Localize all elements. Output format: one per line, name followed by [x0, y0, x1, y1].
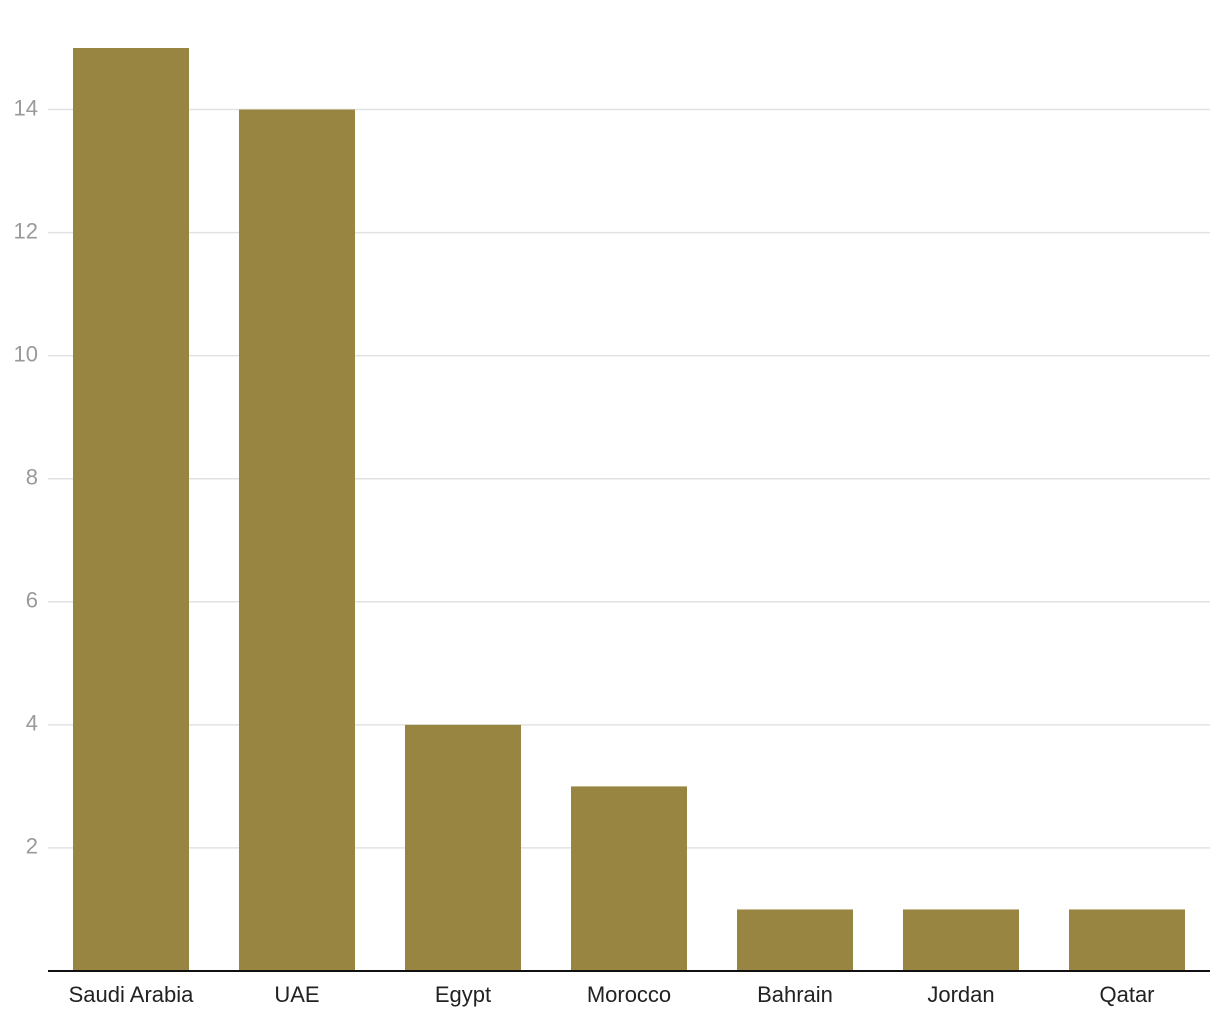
y-tick-label: 4: [26, 711, 38, 736]
x-tick-label: Qatar: [1099, 982, 1154, 1007]
bar: [571, 786, 687, 971]
y-tick-label: 10: [14, 341, 38, 366]
bar: [405, 724, 521, 971]
x-tick-label: Jordan: [927, 982, 994, 1007]
x-tick-label: Bahrain: [757, 982, 833, 1007]
x-tick-label: Saudi Arabia: [69, 982, 195, 1007]
y-tick-label: 2: [26, 834, 38, 859]
bar: [1069, 909, 1185, 971]
y-tick-label: 8: [26, 465, 38, 490]
y-tick-label: 14: [14, 95, 38, 120]
bar: [239, 109, 355, 972]
bar: [903, 909, 1019, 971]
bar: [73, 48, 189, 971]
y-tick-label: 12: [14, 218, 38, 243]
x-tick-label: Morocco: [587, 982, 671, 1007]
x-tick-label: Egypt: [435, 982, 491, 1007]
y-tick-label: 6: [26, 588, 38, 613]
x-tick-label: UAE: [274, 982, 319, 1007]
bar: [737, 909, 853, 971]
